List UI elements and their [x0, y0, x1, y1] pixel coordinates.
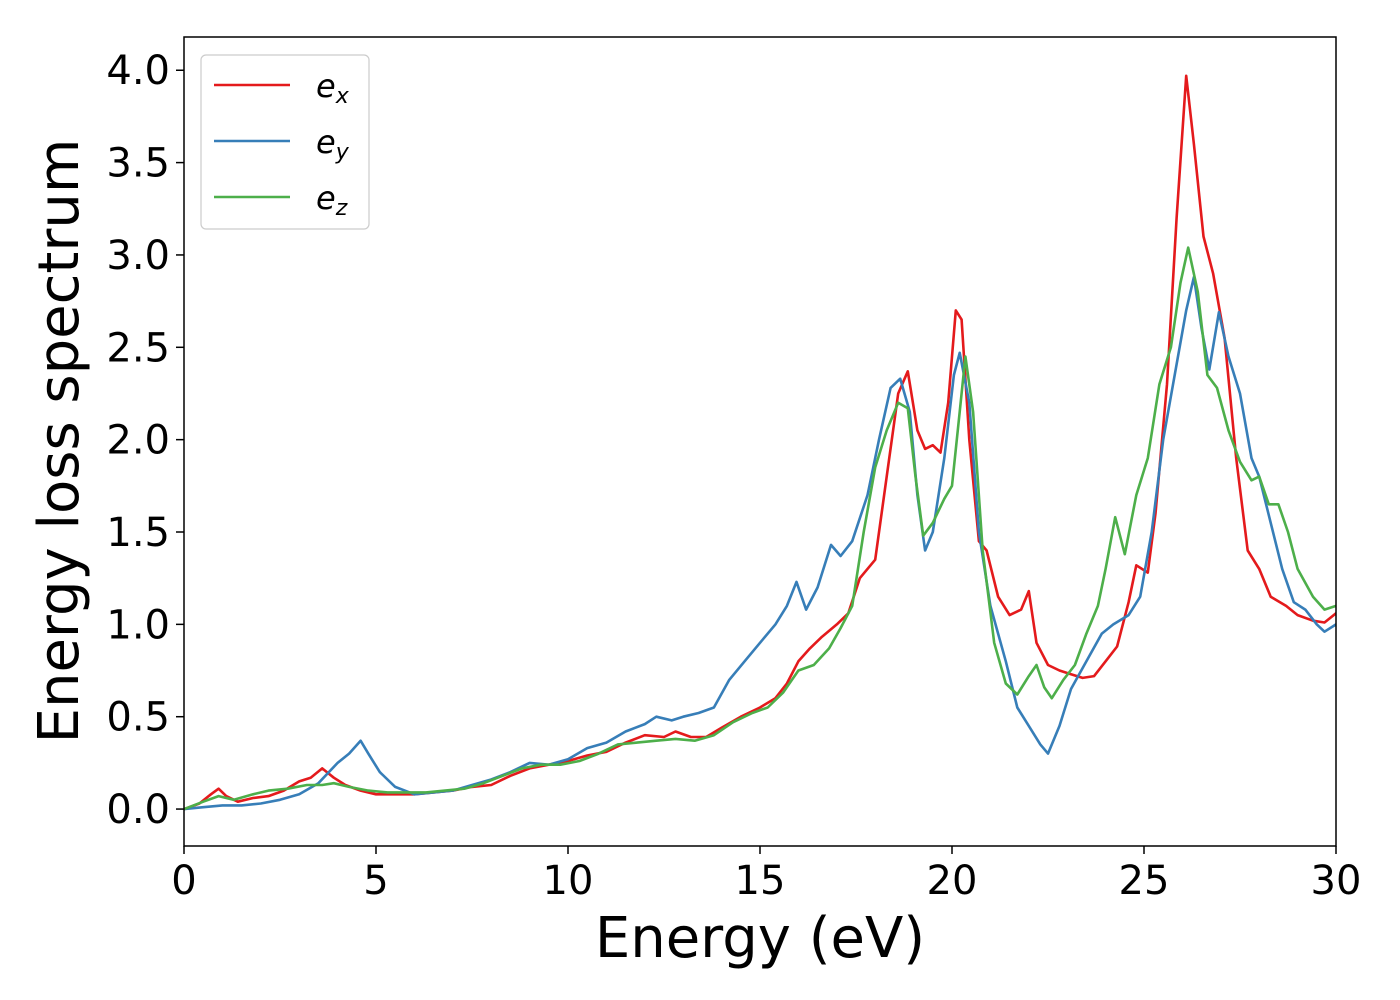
y-tick-label: 2.0	[106, 418, 170, 464]
legend-label-base: e	[316, 179, 336, 217]
x-tick-label: 5	[363, 858, 388, 904]
y-tick-label: 1.5	[106, 510, 170, 556]
x-axis-label: Energy (eV)	[595, 906, 925, 971]
legend-label-subscript: x	[335, 84, 350, 109]
series-line-z	[184, 246, 1336, 811]
x-tick-label: 0	[171, 858, 196, 904]
y-tick-label: 1.0	[106, 602, 170, 648]
y-tick-label: 3.5	[106, 141, 170, 187]
y-tick-label: 2.5	[106, 325, 170, 371]
x-tick-label: 10	[543, 858, 594, 904]
legend-label-z: ez	[316, 179, 348, 221]
y-axis-label: Energy loss spectrum	[27, 139, 92, 744]
x-tick-label: 15	[735, 858, 786, 904]
x-tick-label: 25	[1119, 858, 1170, 904]
plot-frame	[183, 36, 1337, 847]
x-tick-label: 30	[1311, 858, 1362, 904]
x-tick-label: 20	[927, 858, 978, 904]
legend-label-y: ey	[316, 123, 350, 165]
series-line-x	[184, 74, 1336, 811]
y-axis-ticks: 0.0 0.5 1.0 1.5 2.0 2.5 3.0 3.5 4.0	[106, 48, 184, 833]
y-tick-label: 3.0	[106, 233, 170, 279]
x-axis-ticks: 0 5 10 15 20 25 30	[171, 846, 1361, 904]
legend-label-x: ex	[316, 67, 350, 109]
y-tick-label: 0.5	[106, 695, 170, 741]
legend-label-subscript: z	[335, 196, 348, 221]
legend-label-base: e	[316, 67, 336, 105]
series-layer	[184, 74, 1336, 811]
y-tick-label: 0.0	[106, 787, 170, 833]
legend-label-base: e	[316, 123, 336, 161]
legend-label-subscript: y	[335, 140, 350, 165]
y-tick-label: 4.0	[106, 48, 170, 94]
